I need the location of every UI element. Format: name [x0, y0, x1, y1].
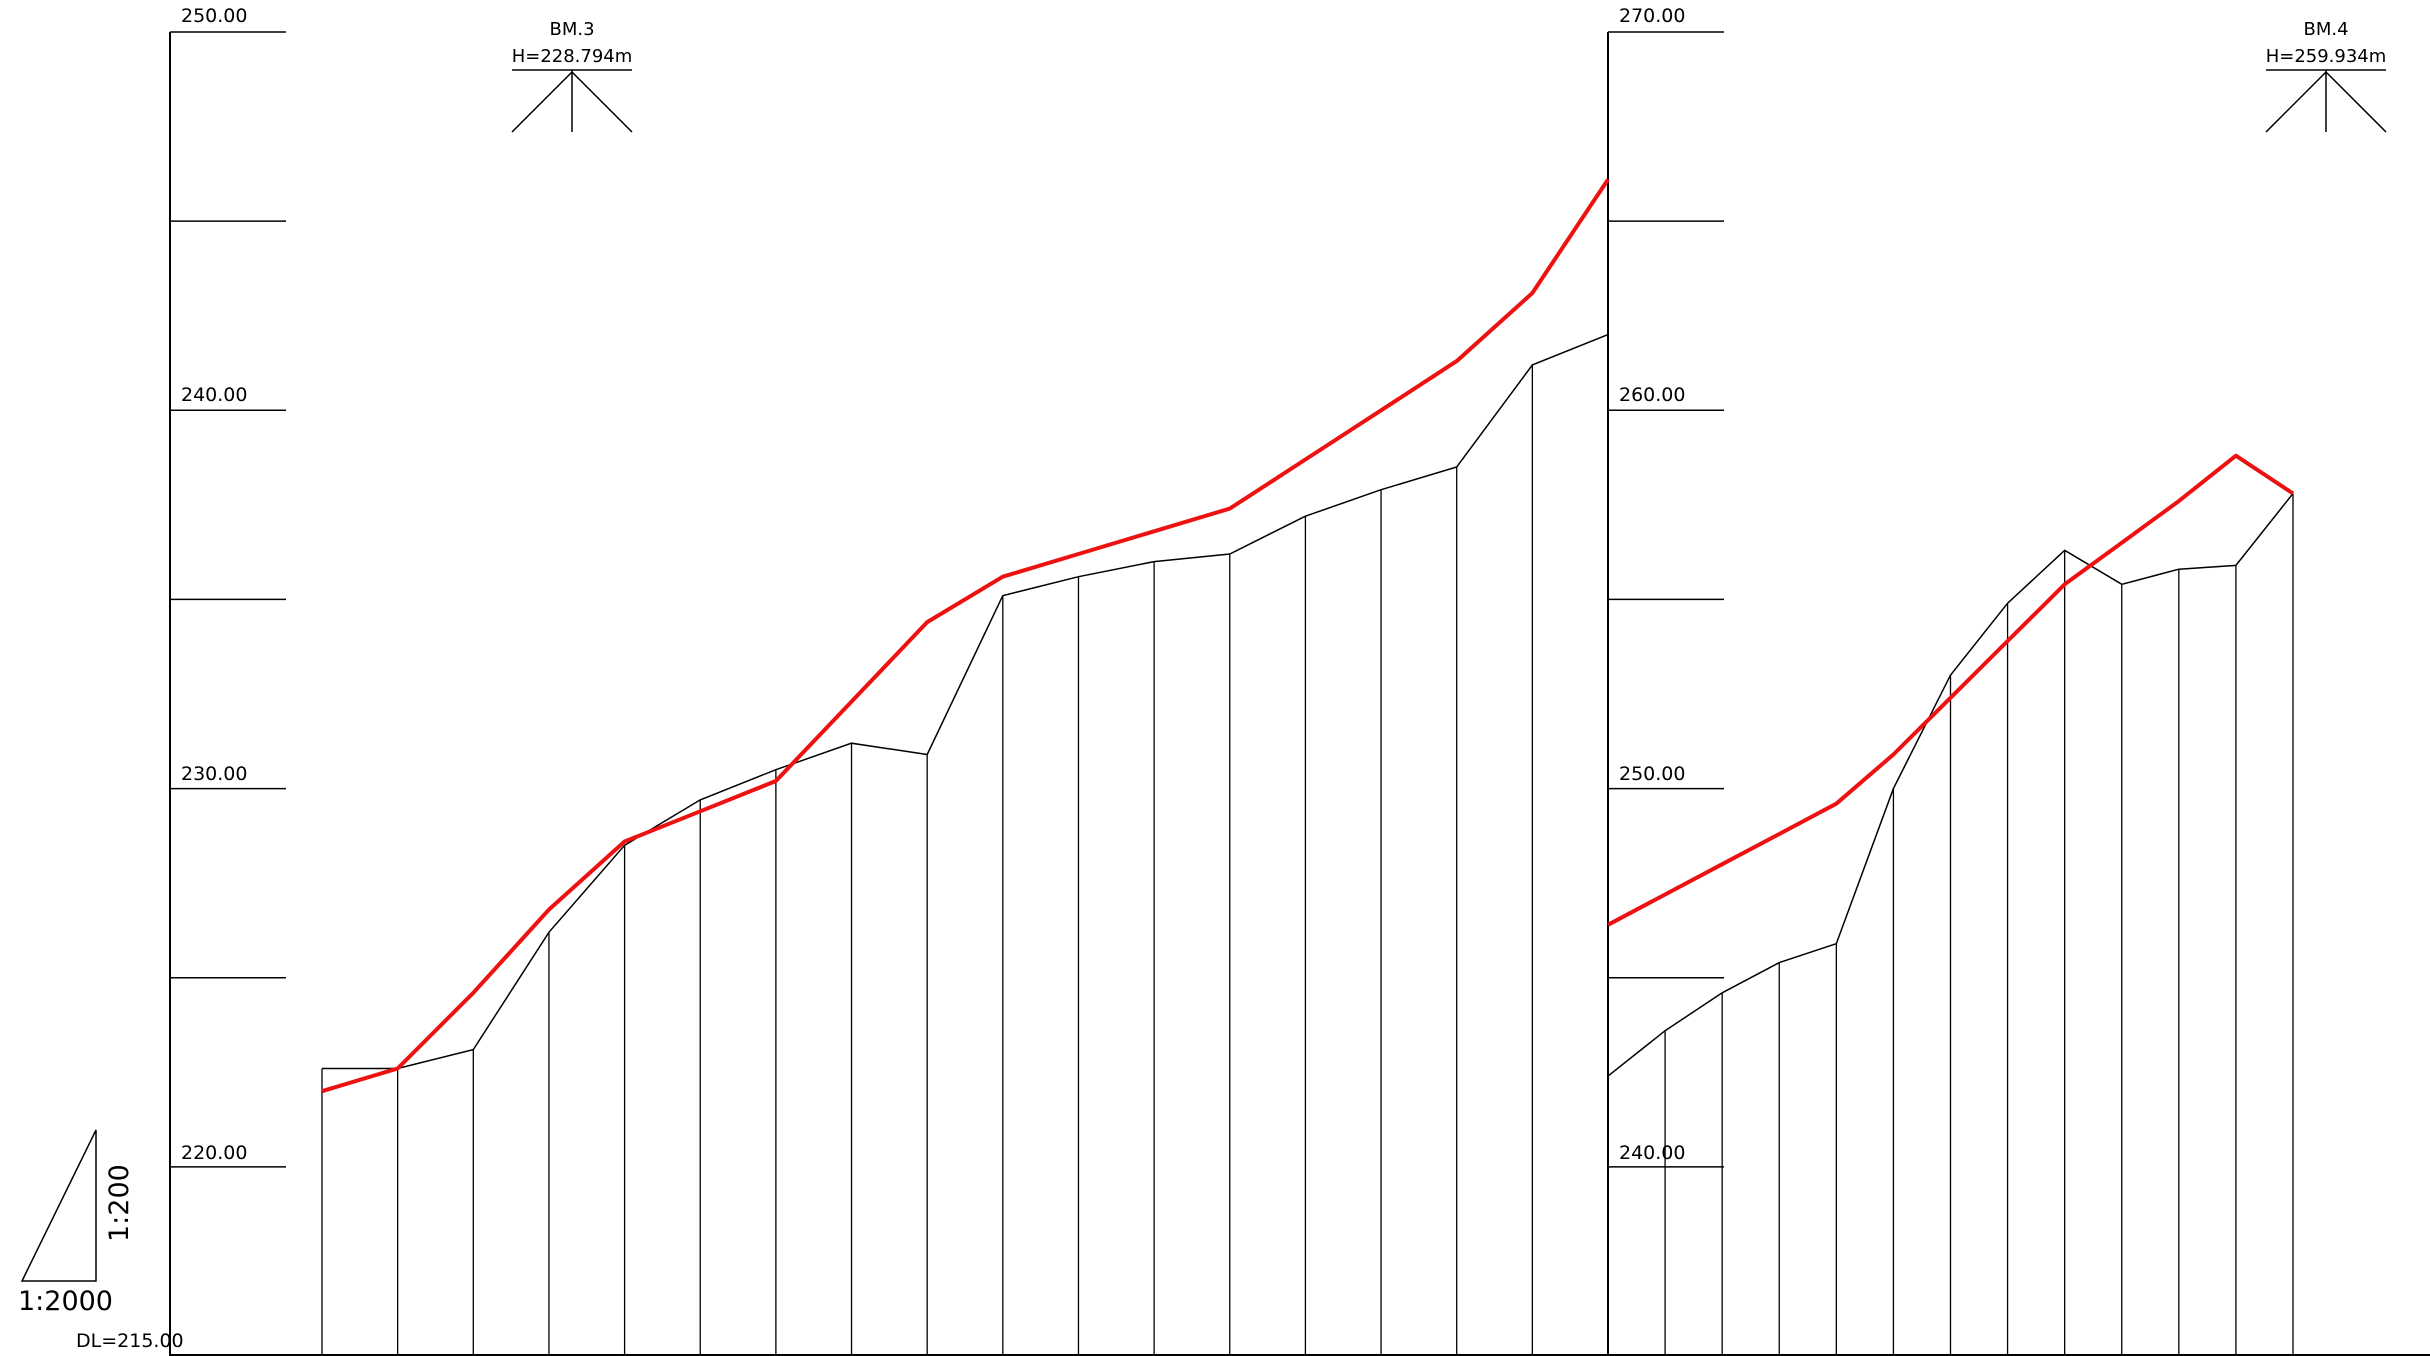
scale-triangle: 1:2000 1:200	[18, 1129, 135, 1317]
benchmark-symbol-icon	[511, 70, 633, 133]
horizontal-scale-label: 1:2000	[18, 1286, 113, 1317]
elevation-label: 270.00	[1619, 5, 1685, 27]
benchmark-bm3: BM.3 H=228.794m	[511, 19, 633, 133]
ground-line	[322, 333, 1609, 1070]
benchmark-bm4: BM.4 H=259.934m	[2265, 19, 2387, 133]
elevation-label: 230.00	[181, 763, 247, 785]
design-line	[321, 178, 1610, 1094]
benchmark-name: BM.3	[549, 19, 594, 40]
benchmark-height: H=259.934m	[2266, 46, 2387, 67]
elevation-label: 220.00	[181, 1142, 247, 1164]
elevation-label: 240.00	[1619, 1142, 1685, 1164]
elevation-label: 250.00	[181, 5, 247, 27]
design-line	[1607, 453, 2295, 927]
elevation-label: 250.00	[1619, 763, 1685, 785]
station-lines	[321, 334, 2294, 1356]
ground-line	[1607, 493, 2294, 1077]
benchmark-name: BM.4	[2303, 19, 2348, 40]
scale-triangle-icon	[20, 1129, 97, 1282]
benchmark-symbol-icon	[2265, 70, 2387, 133]
profile-lines	[321, 178, 2295, 1094]
datum-label: DL=215.00	[76, 1330, 184, 1352]
vertical-scale-label: 1:200	[104, 1164, 135, 1242]
elevation-scale-left	[169, 31, 286, 1356]
elevation-label: 260.00	[1619, 384, 1685, 406]
benchmark-height: H=228.794m	[512, 46, 633, 67]
elevation-label: 240.00	[181, 384, 247, 406]
